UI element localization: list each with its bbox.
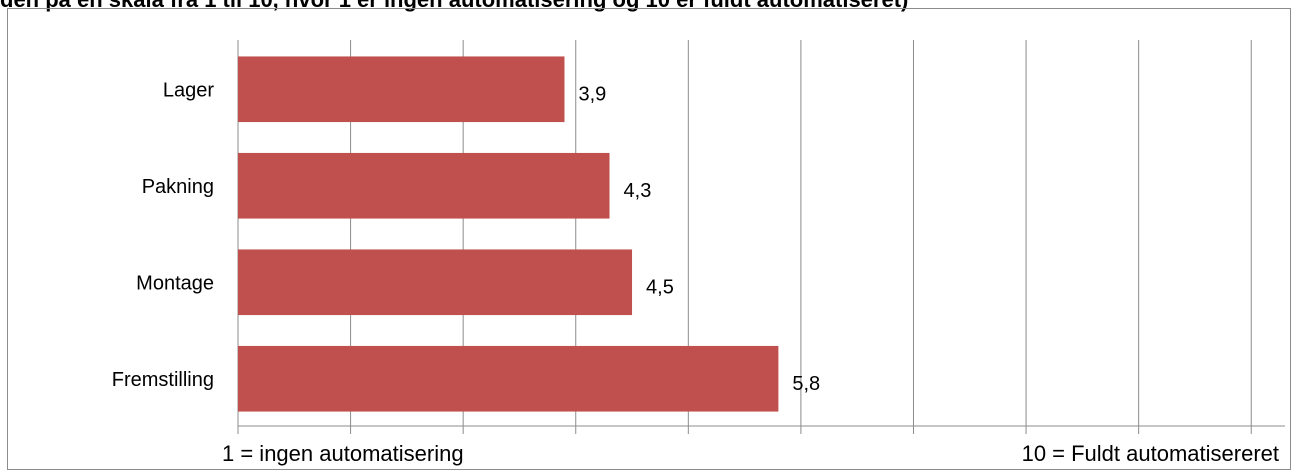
category-label: Lager xyxy=(163,79,214,101)
bar-lager xyxy=(238,56,565,123)
x-axis: 1 = ingen automatisering 10 = Fuldt autom… xyxy=(222,425,1285,466)
category-label: Pakning xyxy=(142,176,214,198)
value-label: 4,3 xyxy=(624,180,652,202)
category-label: Montage xyxy=(136,272,214,294)
value-label: 4,5 xyxy=(646,276,674,298)
value-label: 5,8 xyxy=(792,373,820,395)
bars xyxy=(238,56,779,412)
bar-montage xyxy=(238,249,633,316)
bar-pakning xyxy=(238,152,610,219)
chart-title: den på en skala fra 1 til 10, hvor 1 er … xyxy=(0,0,1300,14)
bar-fremstilling xyxy=(238,345,779,412)
x-axis-min-label: 1 = ingen automatisering xyxy=(222,441,464,466)
labels: Lager 3,9 Pakning 4,3 Montage 4,5 Fremstilling… xyxy=(112,79,820,395)
x-axis-max-label: 10 = Fuldt automatisereret xyxy=(1022,441,1279,466)
value-label: 3,9 xyxy=(578,83,606,105)
category-label: Fremstilling xyxy=(112,369,214,391)
